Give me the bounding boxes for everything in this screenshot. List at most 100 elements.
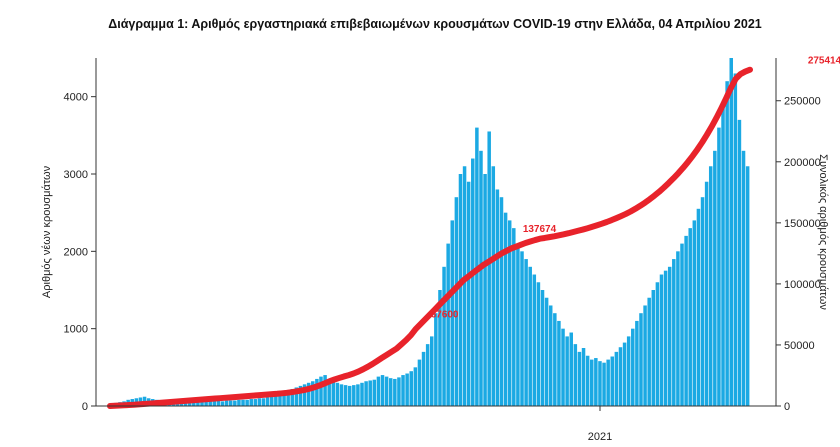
bar [311, 381, 315, 406]
bar [278, 393, 282, 406]
bar [672, 259, 676, 406]
bar [237, 399, 241, 406]
y-axis-label: Αριθμός νέων κρουσμάτων [41, 165, 53, 298]
bar [557, 320, 561, 406]
bar [360, 382, 364, 406]
bar [565, 336, 569, 406]
bar [450, 220, 455, 406]
bar [343, 385, 348, 406]
bars-layer [110, 58, 750, 407]
bar [327, 378, 331, 406]
bar [614, 351, 619, 406]
annotation-label: 137674 [523, 224, 557, 235]
bar [483, 174, 487, 406]
y-tick-label: 3000 [64, 169, 88, 181]
bar [187, 401, 192, 406]
bar [368, 380, 372, 406]
bar [520, 251, 524, 406]
bar [446, 243, 450, 406]
bar [540, 290, 545, 406]
chart-title: Διάγραμμα 1: Αριθμός εργαστηριακά επιβεβ… [108, 17, 762, 31]
cumulative-line-layer [107, 66, 753, 409]
bar [733, 73, 738, 406]
bar [302, 384, 307, 406]
bar [676, 251, 680, 406]
y2-axis-label: Συνολικός αριθμός κρουσμάτων [817, 154, 829, 310]
bar [585, 355, 590, 406]
bar [692, 220, 697, 406]
bar [245, 399, 249, 406]
bar [323, 375, 327, 406]
y2-tick-label: 250000 [784, 96, 821, 108]
bar [590, 359, 594, 406]
bar [606, 359, 610, 406]
bar [384, 376, 389, 406]
bar [356, 384, 360, 406]
bar [680, 243, 684, 406]
bar [413, 367, 418, 406]
bar [721, 104, 725, 407]
bar [651, 290, 656, 406]
bar [622, 342, 627, 406]
bar [220, 401, 225, 406]
bar [372, 379, 377, 406]
bar [499, 197, 504, 406]
bar [388, 378, 393, 406]
bar [635, 320, 639, 406]
bar [548, 305, 553, 406]
bar [626, 336, 631, 406]
bar [319, 376, 323, 406]
bar [405, 373, 409, 406]
bar [380, 375, 385, 406]
bar [224, 400, 229, 406]
bar [610, 356, 615, 406]
bar [577, 351, 582, 406]
bar [442, 266, 446, 406]
right-ticks: 0 50000 100000 150000 200000 250000 [776, 96, 821, 413]
bar [598, 361, 602, 406]
x-tick-label-2021: 2021 [588, 431, 612, 443]
bar [298, 385, 303, 406]
bar [192, 401, 196, 406]
bar [274, 395, 278, 406]
bar [655, 282, 660, 406]
cumulative-line [107, 66, 753, 409]
bar [241, 399, 245, 406]
bar [524, 259, 528, 406]
bar [253, 399, 258, 406]
bar [454, 197, 459, 406]
bar [553, 313, 557, 406]
bar [196, 400, 200, 406]
bar [228, 400, 233, 406]
bar [741, 150, 746, 406]
bar [536, 282, 541, 406]
bar [401, 375, 405, 406]
bar [725, 81, 729, 406]
bar [290, 388, 295, 406]
bar [717, 127, 721, 406]
bar [487, 131, 491, 406]
bar [708, 166, 713, 406]
bar [462, 166, 467, 406]
bar [282, 392, 286, 406]
bar [602, 362, 606, 406]
bar [364, 381, 368, 406]
bar [491, 166, 496, 406]
bar [688, 228, 692, 406]
bar [561, 328, 565, 406]
annotation-label: 275414 [808, 56, 840, 67]
bar [261, 398, 266, 406]
bar [696, 208, 701, 406]
left-ticks: 0 1000 2000 3000 4000 [64, 92, 96, 413]
bar [512, 228, 516, 406]
bar [233, 400, 237, 406]
y-tick-label: 0 [82, 401, 88, 413]
bar [458, 174, 463, 406]
bar [434, 313, 438, 406]
bar [347, 385, 352, 406]
bar [528, 266, 532, 406]
bar [503, 212, 508, 406]
bar [532, 274, 537, 406]
bar [397, 377, 401, 406]
